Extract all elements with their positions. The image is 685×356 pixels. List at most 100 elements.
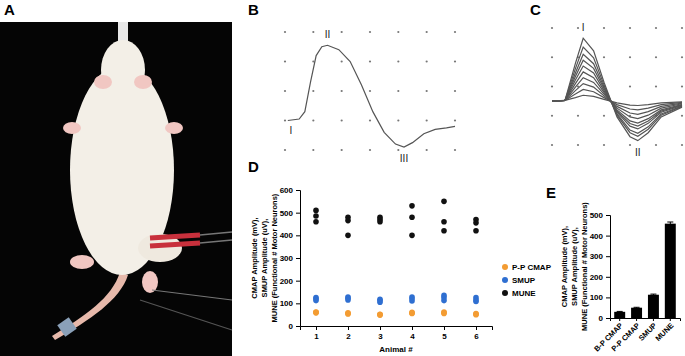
point bbox=[441, 298, 447, 304]
tick: 400 bbox=[280, 231, 300, 240]
point bbox=[313, 213, 319, 219]
annotation: III bbox=[400, 153, 408, 164]
tick: 300 bbox=[590, 252, 610, 261]
tick-mark bbox=[412, 326, 413, 330]
point bbox=[441, 219, 447, 225]
error-bar bbox=[617, 311, 623, 313]
wire bbox=[200, 232, 232, 235]
grid-dot bbox=[426, 149, 428, 151]
panel-label: E bbox=[546, 184, 556, 201]
tick: 100 bbox=[280, 299, 300, 308]
wire bbox=[140, 300, 232, 330]
point bbox=[345, 218, 351, 224]
tick: 500 bbox=[280, 209, 300, 218]
point bbox=[441, 310, 447, 316]
error-cap bbox=[617, 311, 623, 312]
grid-dot bbox=[454, 149, 456, 151]
tick-label: 3 bbox=[378, 332, 383, 341]
legend-label: MUNE bbox=[512, 289, 536, 298]
tick-mark bbox=[348, 326, 349, 330]
grid-dot bbox=[454, 31, 456, 33]
grid-dot bbox=[655, 27, 657, 29]
tick: 6 bbox=[474, 326, 479, 341]
tick-mark bbox=[380, 326, 381, 330]
trace bbox=[552, 60, 682, 129]
grid-dot bbox=[454, 119, 456, 121]
grid-dot bbox=[284, 90, 286, 92]
grid-dot bbox=[312, 149, 314, 151]
tick-mark bbox=[316, 326, 317, 330]
grid-dot bbox=[629, 27, 631, 29]
tick: 1 bbox=[314, 326, 319, 341]
tick: 300 bbox=[280, 254, 300, 263]
tick-label: 500 bbox=[590, 211, 604, 220]
point bbox=[409, 298, 415, 304]
tick-mark bbox=[606, 318, 610, 319]
tick-label: 600 bbox=[280, 186, 294, 195]
point bbox=[473, 299, 479, 305]
point bbox=[313, 298, 319, 304]
grid-dot bbox=[603, 115, 605, 117]
x-axis: B-P CMAPP-P CMAPSMUPMUNE bbox=[592, 318, 680, 353]
tick-mark bbox=[296, 281, 300, 282]
point bbox=[313, 310, 319, 316]
grid-dot bbox=[551, 144, 553, 146]
tick-label: 100 bbox=[280, 299, 294, 308]
grid-dot bbox=[426, 119, 428, 121]
tick-mark bbox=[296, 303, 300, 304]
grid-dot bbox=[551, 85, 553, 87]
tail-tape bbox=[57, 317, 76, 336]
grid-dot bbox=[341, 119, 343, 121]
tick-mark bbox=[606, 297, 610, 298]
tick-mark bbox=[619, 318, 620, 321]
y-axis: 0100200300400500600 bbox=[280, 186, 301, 331]
point bbox=[441, 199, 447, 205]
bar bbox=[631, 308, 642, 318]
trace bbox=[288, 45, 455, 147]
point bbox=[313, 310, 319, 316]
figure: AIIIIIIBIIIC1234560100200300400500600Ani… bbox=[0, 0, 685, 356]
axis-title: MUNE (Functional # Motor Neurons) bbox=[270, 193, 279, 322]
tick-label: 5 bbox=[442, 332, 447, 341]
grid-dot bbox=[284, 149, 286, 151]
grid-dot bbox=[426, 90, 428, 92]
point bbox=[473, 311, 479, 317]
bar bbox=[665, 224, 676, 318]
grid-dot bbox=[341, 149, 343, 151]
tail bbox=[52, 272, 128, 340]
grid-dot bbox=[655, 144, 657, 146]
point bbox=[313, 208, 319, 214]
grid-dot bbox=[397, 60, 399, 62]
annotation: II bbox=[635, 147, 641, 158]
grid-dot bbox=[312, 119, 314, 121]
error-cap bbox=[667, 222, 673, 223]
point bbox=[409, 203, 415, 209]
tick-label: 400 bbox=[280, 231, 294, 240]
tick: 4 bbox=[410, 326, 415, 341]
trace bbox=[552, 54, 682, 133]
grid-dot bbox=[629, 85, 631, 87]
panel-label: C bbox=[530, 1, 541, 18]
legend-label: SMUP bbox=[512, 276, 536, 285]
grid-dot bbox=[577, 27, 579, 29]
tick-label: 300 bbox=[590, 252, 604, 261]
panel-label: A bbox=[4, 1, 15, 18]
point bbox=[377, 312, 383, 318]
tick: 600 bbox=[280, 186, 300, 195]
grid-dot bbox=[551, 27, 553, 29]
error-cap bbox=[634, 307, 640, 308]
point bbox=[409, 214, 415, 220]
tick-label: 0 bbox=[599, 314, 604, 323]
grid-dot bbox=[284, 31, 286, 33]
traces bbox=[552, 38, 682, 140]
point bbox=[345, 233, 351, 239]
grid-dot bbox=[454, 60, 456, 62]
tick: 200 bbox=[280, 277, 300, 286]
grid-dot bbox=[426, 60, 428, 62]
grid-dot bbox=[454, 90, 456, 92]
legend-swatch bbox=[502, 264, 508, 270]
point bbox=[473, 220, 479, 226]
point bbox=[409, 233, 415, 239]
tick-label: 400 bbox=[590, 232, 604, 241]
point bbox=[345, 311, 351, 317]
